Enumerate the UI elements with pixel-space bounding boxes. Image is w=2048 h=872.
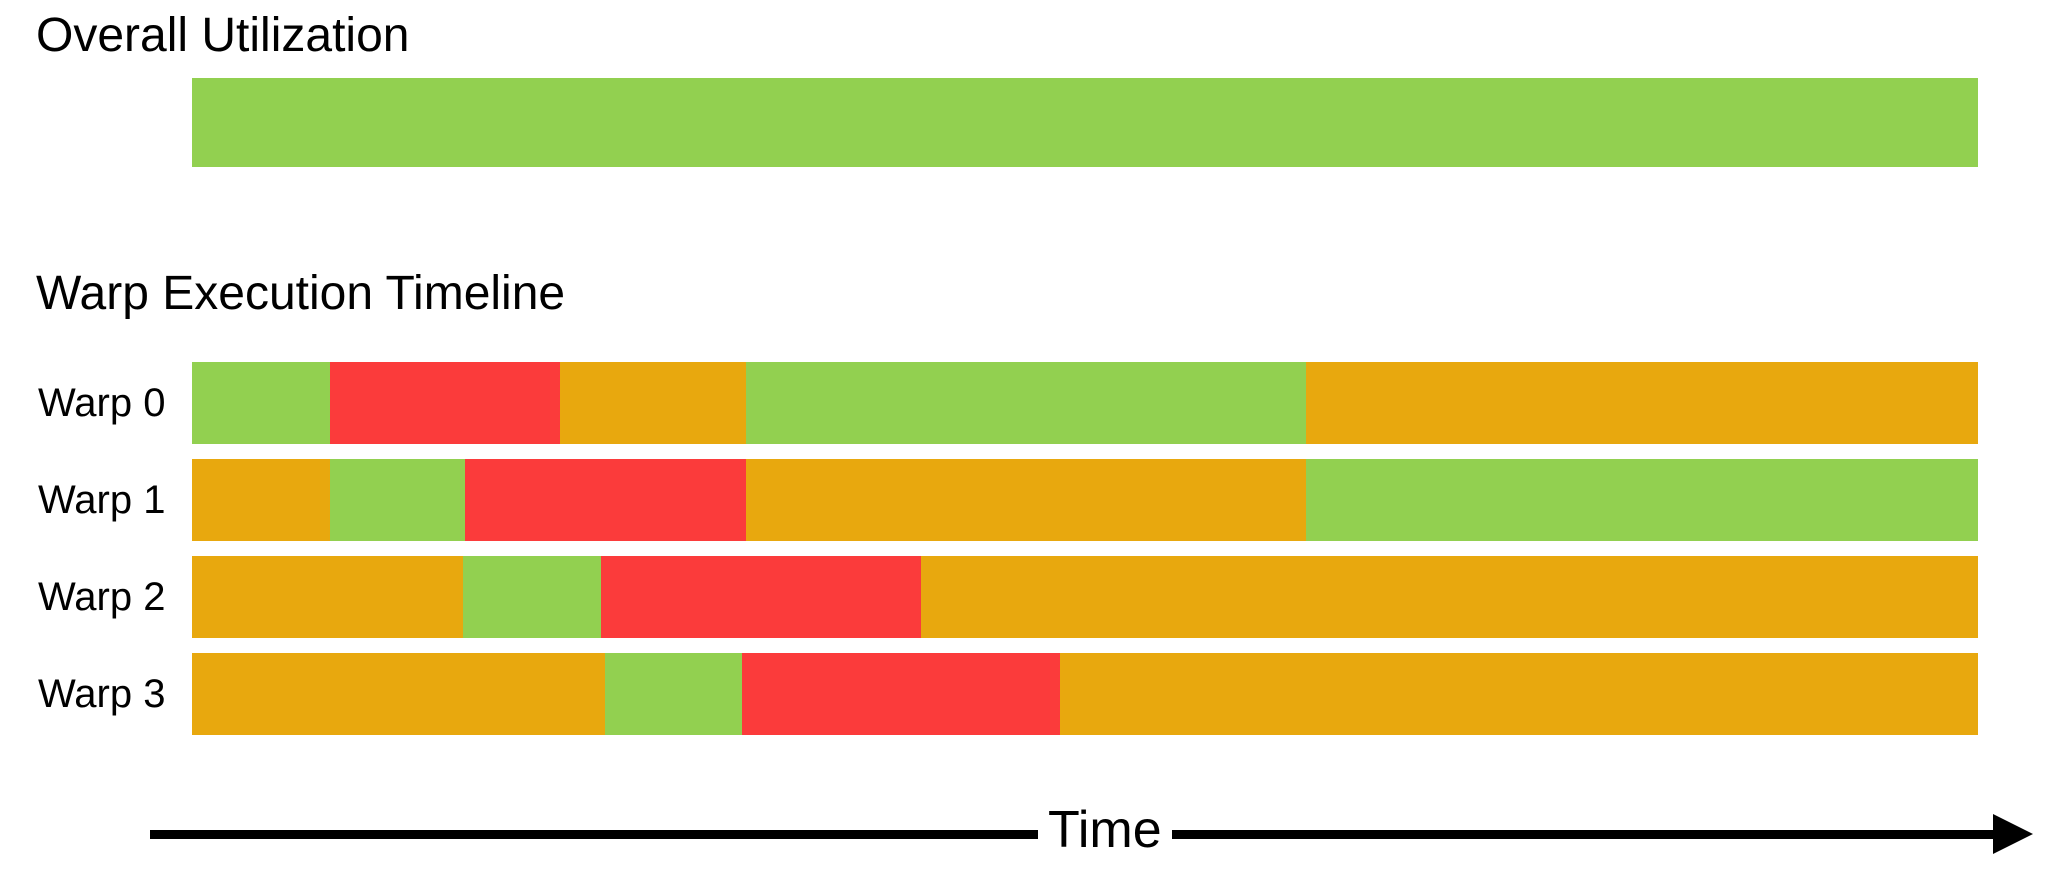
timeline-segment-green [604, 653, 743, 735]
timeline-segment-green [192, 362, 330, 444]
timeline-segment-amber [192, 459, 330, 541]
time-axis-line [150, 830, 1996, 839]
utilization-segment-green [192, 78, 1978, 167]
warp-row-label: Warp 1 [38, 477, 166, 522]
warp-row: Warp 2 [0, 556, 1978, 638]
warp-timeline-bar [192, 362, 1978, 444]
warp-row-label: Warp 2 [38, 574, 166, 619]
time-axis-arrowhead-icon [1993, 814, 2033, 854]
timeline-segment-green [463, 556, 601, 638]
timeline-segment-green [745, 362, 1307, 444]
warp-timeline-bar [192, 653, 1978, 735]
timeline-segment-amber [920, 556, 1978, 638]
overall-utilization-title: Overall Utilization [36, 9, 410, 62]
warp-timeline-bar [192, 459, 1978, 541]
timeline-segment-amber [1306, 362, 1978, 444]
timeline-segment-red [465, 459, 746, 541]
warp-timeline-bar [192, 556, 1978, 638]
warp-row: Warp 3 [0, 653, 1978, 735]
warp-rows: Warp 0 Warp 1 Warp 2 Warp 3 [0, 362, 1978, 735]
timeline-segment-amber [559, 362, 746, 444]
timeline-segment-red [329, 362, 560, 444]
timeline-segment-amber [192, 556, 464, 638]
timeline-segment-amber [745, 459, 1307, 541]
timeline-segment-green [329, 459, 466, 541]
warp-row-label: Warp 0 [38, 380, 166, 425]
warp-row-label: Warp 3 [38, 671, 166, 716]
warp-timeline-title: Warp Execution Timeline [36, 267, 566, 320]
warp-row: Warp 1 [0, 459, 1978, 541]
timeline-segment-green [1306, 459, 1978, 541]
overall-utilization-bar [192, 78, 1978, 167]
timeline-segment-red [742, 653, 1060, 735]
timeline-segment-amber [1059, 653, 1978, 735]
timeline-segment-amber [192, 653, 605, 735]
time-axis-label: Time [1038, 804, 1172, 856]
warp-row: Warp 0 [0, 362, 1978, 444]
timeline-segment-red [600, 556, 921, 638]
